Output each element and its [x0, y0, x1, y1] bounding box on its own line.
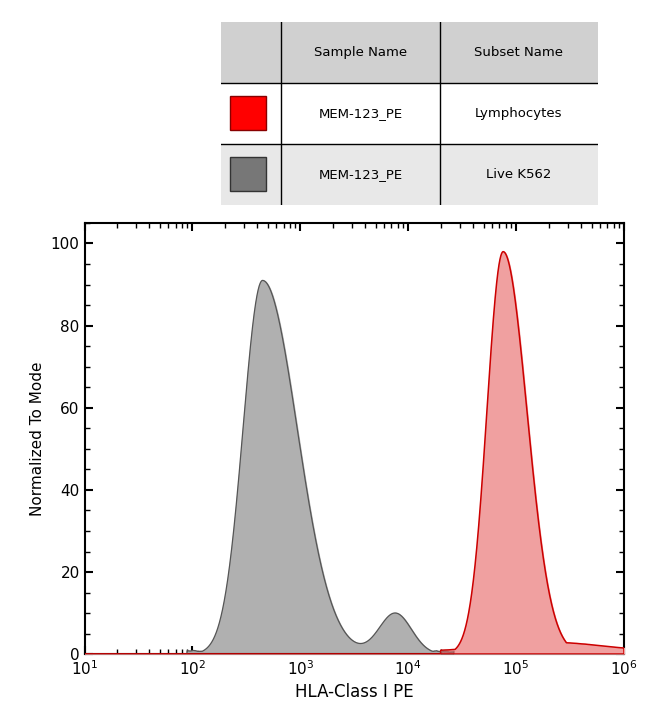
Bar — [221, 83, 598, 144]
X-axis label: HLA-Class I PE: HLA-Class I PE — [295, 683, 413, 702]
Text: Subset Name: Subset Name — [474, 45, 564, 59]
Bar — [231, 157, 266, 191]
Bar — [221, 144, 598, 205]
Text: MEM-123_PE: MEM-123_PE — [318, 106, 402, 120]
Y-axis label: Normalized To Mode: Normalized To Mode — [30, 362, 46, 516]
Text: Live K562: Live K562 — [486, 168, 551, 181]
Bar — [231, 96, 266, 130]
Text: Lymphocytes: Lymphocytes — [475, 106, 563, 120]
Bar — [221, 22, 598, 83]
Text: Sample Name: Sample Name — [314, 45, 407, 59]
Text: MEM-123_PE: MEM-123_PE — [318, 168, 402, 181]
